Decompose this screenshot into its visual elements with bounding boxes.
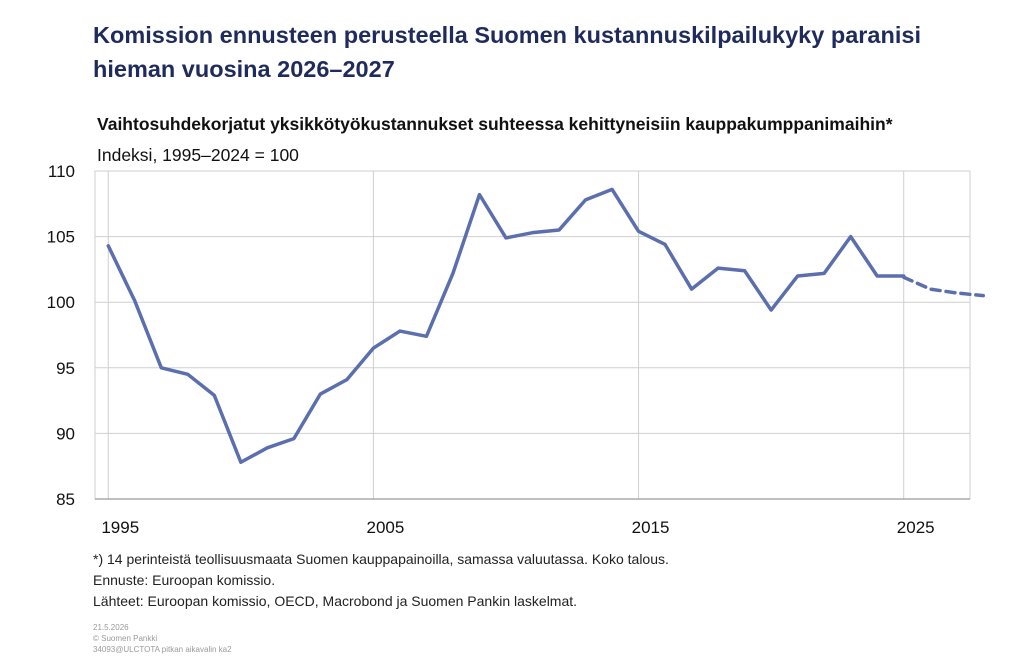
forecast-series-line: [901, 275, 986, 298]
chart-date: 21.5.2026: [93, 623, 129, 632]
copyright: © Suomen Pankki: [93, 634, 158, 643]
x-tick-label: 2005: [366, 518, 404, 537]
footnote-forecast: Ennuste: Euroopan komissio.: [93, 572, 276, 588]
y-tick-label: 90: [56, 424, 75, 443]
historical-series-line: [106, 187, 906, 465]
chart-metadata: 21.5.2026 © Suomen Pankki 34093@ULCTOTA …: [93, 622, 232, 655]
y-tick-label: 100: [47, 293, 75, 312]
x-tick-label: 2015: [632, 518, 670, 537]
x-tick-label: 2025: [897, 518, 935, 537]
page-title: Komission ennusteen perusteella Suomen k…: [93, 22, 921, 82]
chart-id: 34093@ULCTOTA pitkan aikavalin ka2: [93, 645, 232, 654]
y-tick-label: 110: [48, 162, 75, 181]
y-tick-label: 95: [56, 359, 75, 378]
chart-subtitle: Indeksi, 1995–2024 = 100: [97, 145, 299, 165]
footnotes: *) 14 perinteistä teollisuusmaata Suomen…: [93, 549, 669, 612]
footnote-definition: *) 14 perinteistä teollisuusmaata Suomen…: [93, 551, 669, 567]
x-tick-label: 1995: [101, 518, 139, 537]
chart-title: Vaihtosuhdekorjatut yksikkötyökustannuks…: [97, 114, 893, 134]
y-tick-label: 85: [56, 490, 75, 509]
footnote-sources: Lähteet: Euroopan komissio, OECD, Macrob…: [93, 593, 578, 609]
y-tick-label: 105: [47, 228, 75, 247]
plot-frame: [94, 170, 971, 500]
